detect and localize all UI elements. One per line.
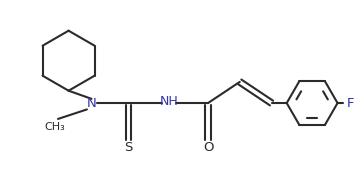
Text: O: O [203,141,213,154]
Text: N: N [87,97,96,110]
Text: NH: NH [160,95,179,108]
Text: CH₃: CH₃ [44,122,65,132]
Text: F: F [346,97,354,110]
Text: S: S [124,141,133,154]
